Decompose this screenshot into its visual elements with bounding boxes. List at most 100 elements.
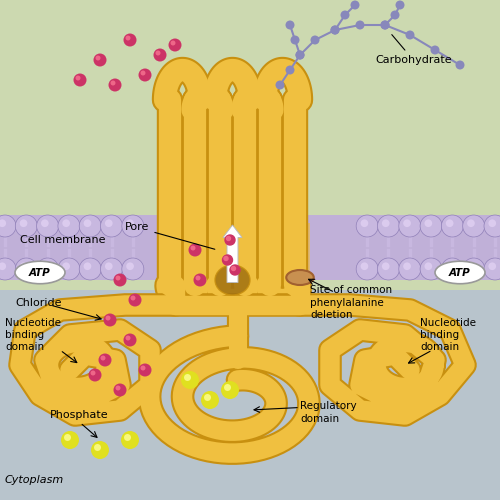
Circle shape [36, 215, 59, 237]
Circle shape [378, 215, 400, 237]
Circle shape [356, 20, 364, 30]
Text: Site of common
phenylalanine
deletion: Site of common phenylalanine deletion [310, 285, 392, 320]
Circle shape [488, 220, 496, 227]
FancyArrow shape [223, 225, 242, 282]
Circle shape [296, 50, 304, 59]
Circle shape [128, 294, 141, 306]
Circle shape [36, 258, 59, 280]
Circle shape [230, 265, 240, 275]
Circle shape [403, 220, 411, 227]
Circle shape [104, 314, 117, 326]
Circle shape [224, 384, 231, 391]
Circle shape [76, 76, 80, 80]
Circle shape [0, 215, 16, 237]
Circle shape [124, 434, 131, 441]
Circle shape [88, 368, 102, 382]
Circle shape [188, 244, 202, 256]
Circle shape [442, 258, 464, 280]
Circle shape [79, 258, 101, 280]
Circle shape [122, 215, 144, 237]
Text: Nucleotide
binding
domain: Nucleotide binding domain [420, 318, 476, 352]
Circle shape [290, 36, 300, 44]
Circle shape [100, 258, 122, 280]
Circle shape [420, 215, 442, 237]
Text: Phosphate: Phosphate [50, 410, 108, 420]
Circle shape [356, 258, 378, 280]
Circle shape [430, 46, 440, 54]
Circle shape [484, 215, 500, 237]
Circle shape [181, 371, 199, 389]
Circle shape [276, 80, 284, 90]
Ellipse shape [435, 261, 485, 284]
Circle shape [170, 40, 175, 46]
Text: Regulatory
domain: Regulatory domain [300, 402, 356, 423]
Circle shape [221, 381, 239, 399]
Circle shape [380, 20, 390, 30]
Circle shape [91, 441, 109, 459]
Circle shape [20, 262, 28, 270]
Circle shape [360, 262, 368, 270]
Circle shape [130, 296, 136, 300]
Circle shape [204, 394, 211, 401]
Circle shape [62, 220, 70, 227]
Circle shape [0, 220, 6, 227]
Bar [0, 215, 500, 280]
Circle shape [41, 262, 48, 270]
Circle shape [41, 220, 48, 227]
Circle shape [382, 262, 390, 270]
Circle shape [98, 354, 112, 366]
Circle shape [330, 26, 340, 35]
Circle shape [380, 20, 390, 30]
Circle shape [124, 34, 136, 46]
Circle shape [406, 30, 414, 40]
Circle shape [138, 68, 151, 82]
Circle shape [225, 235, 235, 245]
Circle shape [201, 391, 219, 409]
Circle shape [467, 220, 475, 227]
Text: Chloride: Chloride [15, 298, 62, 308]
Circle shape [232, 266, 235, 270]
Circle shape [296, 50, 304, 59]
Circle shape [74, 74, 86, 86]
Circle shape [222, 255, 232, 265]
Ellipse shape [215, 265, 250, 295]
Circle shape [442, 215, 464, 237]
Circle shape [138, 364, 151, 376]
Circle shape [310, 36, 320, 44]
Circle shape [106, 316, 110, 320]
Ellipse shape [15, 261, 65, 284]
Circle shape [108, 78, 122, 92]
Circle shape [399, 258, 421, 280]
Circle shape [62, 262, 70, 270]
Circle shape [224, 256, 228, 260]
Circle shape [126, 36, 130, 41]
Ellipse shape [286, 270, 314, 285]
Circle shape [64, 434, 71, 441]
Circle shape [330, 26, 340, 35]
Circle shape [340, 10, 349, 20]
Circle shape [58, 215, 80, 237]
Circle shape [467, 262, 475, 270]
Circle shape [286, 20, 294, 30]
Circle shape [399, 215, 421, 237]
Circle shape [446, 220, 454, 227]
Circle shape [194, 274, 206, 286]
Circle shape [105, 220, 112, 227]
Circle shape [456, 60, 464, 70]
Circle shape [156, 50, 160, 56]
Circle shape [100, 215, 122, 237]
Circle shape [462, 258, 484, 280]
Text: ATP: ATP [29, 268, 51, 278]
Circle shape [126, 220, 134, 227]
Circle shape [424, 220, 432, 227]
Circle shape [140, 366, 145, 370]
Circle shape [126, 336, 130, 340]
Circle shape [420, 258, 442, 280]
Bar [160, 222, 310, 290]
Bar [0, 290, 500, 500]
Circle shape [114, 384, 126, 396]
Circle shape [121, 431, 139, 449]
Circle shape [196, 276, 200, 280]
Circle shape [84, 262, 92, 270]
Circle shape [94, 444, 101, 451]
